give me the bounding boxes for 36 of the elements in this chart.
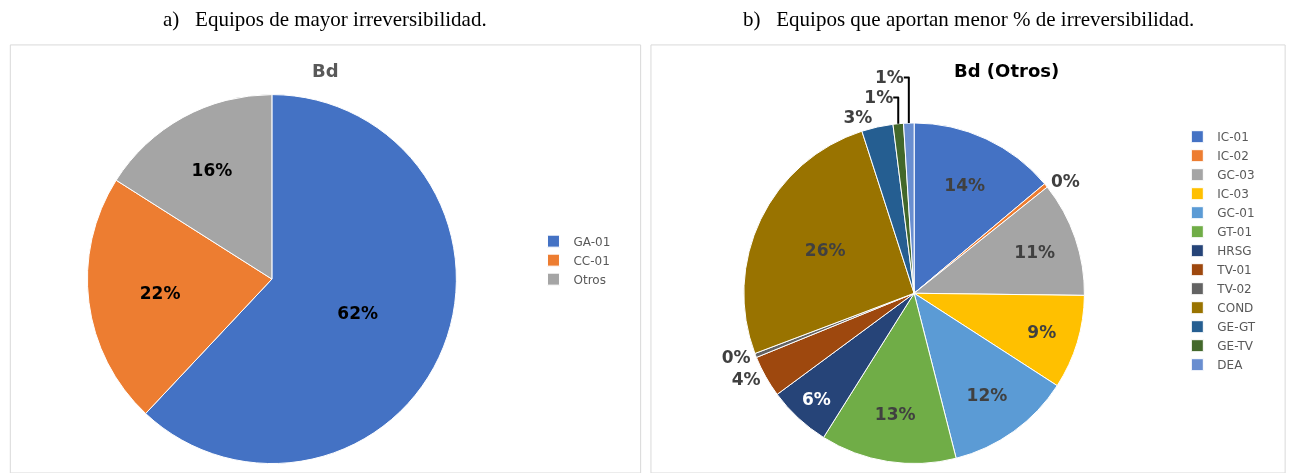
data-label: 3% [843, 107, 873, 128]
data-label: 16% [191, 159, 233, 180]
legend-label: TV-01 [1216, 263, 1252, 278]
chart-title: Bd [312, 60, 339, 81]
text: b) Equipos que aportan menor % de irreversibilidad. [743, 7, 1195, 31]
text: a) Equipos de mayor irreversibilidad. [163, 7, 487, 31]
data-label: 26% [804, 240, 846, 261]
legend-label: GE-TV [1217, 339, 1254, 354]
legend-label: GC-01 [1217, 206, 1255, 221]
data-label: 1% [874, 67, 904, 88]
data-label: 12% [966, 384, 1008, 405]
data-label: 6% [802, 388, 831, 409]
legend-label: IC-01 [1217, 130, 1249, 145]
legend-label: TV-02 [1216, 282, 1252, 297]
legend-label: HRSG [1217, 244, 1252, 259]
chart-title: Bd (Otros) [954, 60, 1060, 81]
legend-label: Otros [573, 272, 606, 287]
legend-label: IC-02 [1217, 149, 1249, 164]
legend-label: IC-03 [1217, 187, 1249, 202]
data-label: 9% [1027, 321, 1057, 342]
data-label: 22% [139, 283, 181, 304]
legend-label: GC-03 [1217, 168, 1255, 183]
data-label: 13% [874, 403, 916, 424]
data-label: 1% [864, 87, 894, 108]
data-label: 4% [731, 368, 761, 389]
data-label: 11% [1014, 241, 1056, 262]
data-label: 0% [721, 346, 751, 367]
legend-label: COND [1217, 301, 1254, 316]
data-label: 14% [944, 174, 986, 195]
legend-label: CC-01 [573, 253, 610, 268]
legend-label: DEA [1217, 358, 1244, 373]
legend-label: GE-GT [1217, 320, 1256, 335]
data-label: 62% [337, 303, 378, 324]
data-label: 0% [1050, 171, 1080, 192]
legend-label: GT-01 [1217, 225, 1253, 240]
legend-label: GA-01 [573, 234, 611, 249]
